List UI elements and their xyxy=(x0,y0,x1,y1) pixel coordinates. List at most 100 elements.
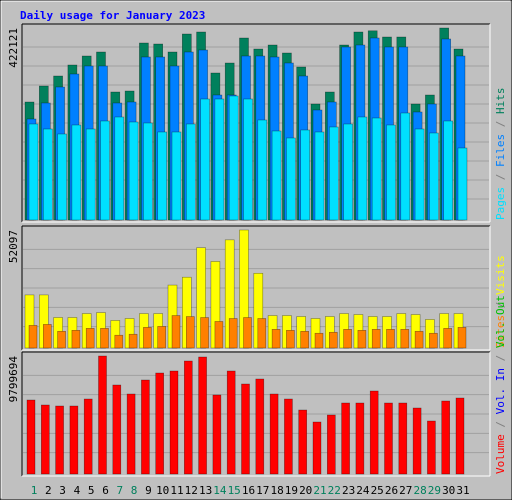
bar xyxy=(284,398,293,475)
bar xyxy=(241,383,250,475)
x-tick-label: 27 xyxy=(399,484,412,497)
x-tick-label: 11 xyxy=(170,484,183,497)
legend-separator: / xyxy=(494,414,507,434)
bar xyxy=(398,402,408,475)
bar xyxy=(314,332,324,349)
x-tick-label: 10 xyxy=(156,484,169,497)
x-tick-label: 17 xyxy=(256,484,269,497)
x-tick-label: 20 xyxy=(299,484,312,497)
bar xyxy=(57,133,67,221)
bar xyxy=(228,95,239,221)
x-tick-label: 16 xyxy=(242,484,255,497)
bar xyxy=(371,329,381,349)
x-tick-label: 12 xyxy=(185,484,198,497)
x-tick-label: 6 xyxy=(102,484,109,497)
bar xyxy=(412,407,422,475)
bar xyxy=(328,331,338,349)
y-tick-label: 52097 xyxy=(7,230,20,263)
bar xyxy=(371,117,382,221)
x-tick-label: 23 xyxy=(342,484,355,497)
chart-title: Daily usage for January 2023 xyxy=(20,9,205,22)
bar xyxy=(200,317,209,349)
bar xyxy=(300,129,311,221)
x-tick-label: 24 xyxy=(356,484,370,497)
x-tick-label: 4 xyxy=(74,484,81,497)
bar xyxy=(42,324,52,349)
legend-entry: Volume xyxy=(494,434,507,474)
legend: Sites / Visits xyxy=(494,255,507,348)
bar xyxy=(226,370,236,475)
bar xyxy=(286,330,295,349)
x-tick-label: 1 xyxy=(31,484,38,497)
bar xyxy=(343,329,352,349)
x-tick-label: 15 xyxy=(228,484,241,497)
bar xyxy=(169,370,179,475)
x-tick-label: 21 xyxy=(313,484,326,497)
legend: Pages / Files / Hits xyxy=(494,88,507,221)
bar xyxy=(257,318,267,349)
bar xyxy=(429,332,438,349)
x-tick-label: 13 xyxy=(199,484,212,497)
x-tick-label: 28 xyxy=(413,484,426,497)
bar xyxy=(400,329,410,349)
bar xyxy=(228,318,238,349)
bar xyxy=(427,420,436,475)
x-tick-label: 18 xyxy=(270,484,283,497)
bar xyxy=(341,402,350,475)
x-tick-label: 31 xyxy=(456,484,469,497)
legend-entry: Files xyxy=(494,134,507,167)
bar xyxy=(255,378,265,475)
legend: Volume / Vol. In / Vol. Out xyxy=(494,295,507,474)
x-tick-label: 7 xyxy=(116,484,123,497)
bar xyxy=(286,137,296,221)
bar xyxy=(443,120,454,221)
bar xyxy=(112,384,122,475)
bar xyxy=(28,325,38,349)
bar xyxy=(243,317,252,349)
bar xyxy=(28,123,39,221)
legend-separator: / xyxy=(494,114,507,134)
legend-entry: Pages xyxy=(494,187,507,220)
bar xyxy=(100,120,110,221)
legend-entry: Visits xyxy=(494,255,507,295)
bar xyxy=(83,398,93,475)
bar xyxy=(57,330,66,349)
bar xyxy=(128,121,139,221)
bar xyxy=(157,131,167,221)
x-tick-label: 19 xyxy=(285,484,298,497)
bar xyxy=(328,126,339,221)
bar xyxy=(186,123,196,221)
x-tick-label: 14 xyxy=(213,484,227,497)
x-tick-label: 26 xyxy=(385,484,398,497)
bar xyxy=(369,390,379,475)
bar xyxy=(155,372,164,475)
bar xyxy=(157,326,166,349)
x-tick-label: 2 xyxy=(45,484,52,497)
y-tick-label: 422121 xyxy=(7,28,20,68)
bar xyxy=(271,130,282,221)
x-tick-label: 25 xyxy=(371,484,384,497)
bar xyxy=(114,116,125,221)
legend-entry: Vol. Out xyxy=(494,295,507,348)
bar xyxy=(314,131,325,221)
bar xyxy=(71,330,81,349)
x-tick-label: 30 xyxy=(442,484,455,497)
bar xyxy=(42,128,53,221)
bar xyxy=(300,330,310,349)
bar xyxy=(243,98,253,221)
x-tick-label: 3 xyxy=(59,484,66,497)
bar xyxy=(269,393,279,475)
bar xyxy=(184,360,193,475)
legend-entry: Vol. In xyxy=(494,368,507,414)
bar xyxy=(128,333,138,349)
bar xyxy=(443,328,453,349)
bar xyxy=(100,328,109,349)
x-tick-label: 22 xyxy=(328,484,341,497)
bar xyxy=(400,112,411,221)
bar xyxy=(85,128,96,221)
bar xyxy=(326,414,336,475)
bar xyxy=(26,399,36,475)
bar xyxy=(457,327,467,349)
x-tick-label: 8 xyxy=(131,484,138,497)
